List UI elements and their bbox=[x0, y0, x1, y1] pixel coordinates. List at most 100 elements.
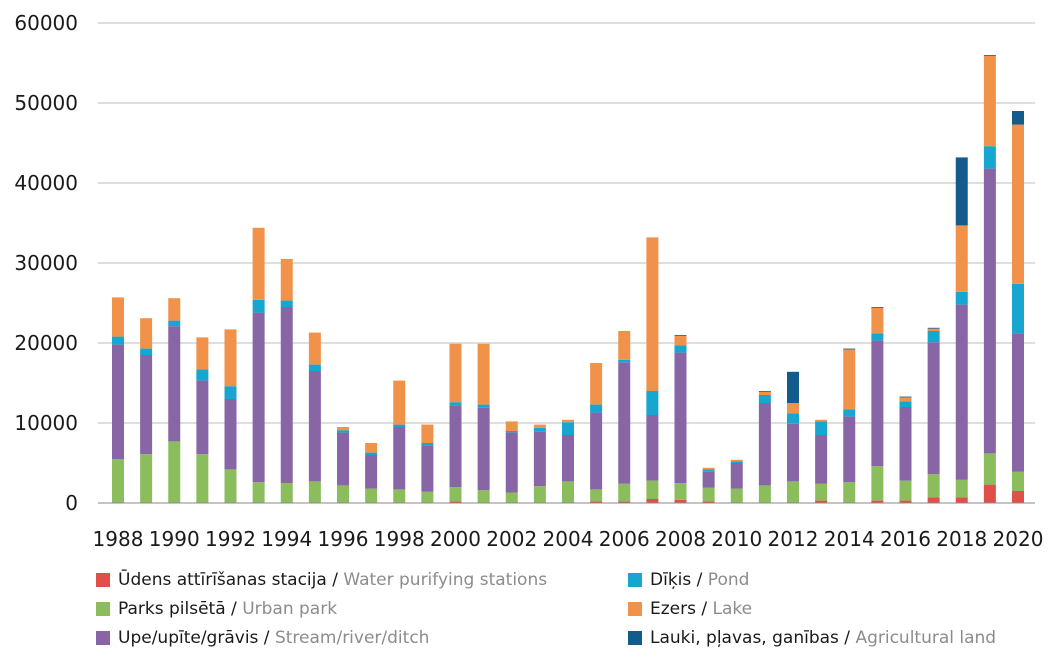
bars bbox=[112, 55, 1024, 503]
bar-segment bbox=[590, 501, 603, 503]
bar-segment bbox=[337, 430, 349, 433]
x-tick-label: 1988 bbox=[93, 527, 144, 551]
bar-segment bbox=[758, 485, 771, 503]
bar-segment bbox=[927, 327, 940, 329]
bar-segment bbox=[421, 445, 434, 492]
bar-segment bbox=[674, 335, 687, 346]
bar-segment bbox=[702, 467, 715, 470]
bar-segment bbox=[449, 343, 462, 403]
legend-swatch bbox=[96, 573, 110, 587]
bar-segment bbox=[702, 469, 715, 472]
bar-segment bbox=[533, 424, 546, 428]
bar-segment bbox=[449, 402, 462, 406]
bar-segment bbox=[140, 348, 153, 355]
bar-segment bbox=[365, 443, 378, 453]
bar-segment bbox=[646, 391, 659, 415]
bar-segment bbox=[843, 482, 856, 503]
legend-label-lv: Parks pilsētā bbox=[118, 599, 226, 619]
y-tick-label: 0 bbox=[65, 491, 78, 515]
bar-segment bbox=[252, 227, 265, 300]
bar-segment bbox=[787, 413, 799, 424]
y-tick-label: 20000 bbox=[14, 331, 78, 355]
bar-segment bbox=[224, 329, 237, 387]
bar-segment bbox=[983, 55, 996, 56]
x-tick-label: 1998 bbox=[374, 527, 425, 551]
bar-segment bbox=[843, 416, 856, 483]
bar-segment bbox=[983, 484, 996, 503]
bar-segment bbox=[674, 499, 687, 503]
x-tick-label: 2016 bbox=[880, 527, 931, 551]
bar-segment bbox=[815, 483, 828, 501]
bar-segment bbox=[112, 459, 124, 503]
bar-segment bbox=[983, 55, 996, 147]
bar-segment bbox=[252, 312, 265, 483]
bar-segment bbox=[393, 380, 406, 425]
bar-segment bbox=[871, 500, 884, 503]
bar-segment bbox=[590, 363, 603, 405]
bar-segment bbox=[618, 331, 631, 360]
bar-segment bbox=[674, 335, 687, 336]
bar-segment bbox=[927, 328, 940, 331]
bar-segment bbox=[562, 435, 574, 482]
bar-segment bbox=[899, 480, 912, 501]
bar-segment bbox=[758, 391, 771, 395]
bar-segment bbox=[112, 336, 124, 345]
bar-segment bbox=[252, 299, 265, 313]
bar-segment bbox=[815, 435, 828, 484]
bar-segment bbox=[365, 452, 378, 455]
legend-swatch bbox=[628, 573, 642, 587]
bar-segment bbox=[843, 409, 856, 417]
bar-segment bbox=[1012, 283, 1024, 334]
bar-segment bbox=[618, 362, 631, 484]
bar-segment bbox=[618, 501, 631, 503]
legend-item-stream-river-ditch: Upe/upīte/grāvis / Stream/river/ditch bbox=[96, 628, 429, 648]
y-tick-label: 60000 bbox=[14, 11, 78, 35]
bar-segment bbox=[899, 396, 912, 398]
x-tick-label: 2020 bbox=[993, 527, 1044, 551]
legend-label-en: Pond bbox=[707, 570, 750, 590]
bar-segment bbox=[674, 345, 687, 353]
bar-segment bbox=[1012, 124, 1024, 284]
bar-segment bbox=[477, 407, 490, 491]
bar-segment bbox=[787, 403, 799, 414]
bar-segment bbox=[955, 157, 968, 226]
bar-segment bbox=[1012, 491, 1024, 503]
bar-segment bbox=[337, 432, 349, 486]
bar-segment bbox=[899, 397, 912, 402]
bar-segment bbox=[730, 459, 743, 462]
bar-segment bbox=[787, 423, 799, 482]
gridlines bbox=[98, 22, 1035, 424]
y-tick-label: 40000 bbox=[14, 171, 78, 195]
bar-segment bbox=[787, 371, 799, 403]
bar-segment bbox=[365, 455, 378, 489]
bar-segment bbox=[505, 421, 518, 431]
bar-segment bbox=[196, 369, 209, 381]
bar-segment bbox=[505, 431, 518, 433]
bar-segment bbox=[730, 488, 743, 503]
bar-segment bbox=[308, 332, 321, 365]
bar-segment bbox=[449, 487, 462, 502]
bar-segment bbox=[1012, 471, 1024, 491]
legend-label-en: Lake bbox=[712, 599, 753, 619]
bar-segment bbox=[702, 487, 715, 502]
bar-segment bbox=[646, 237, 659, 391]
x-tick-label: 2002 bbox=[486, 527, 537, 551]
bar-segment bbox=[562, 481, 574, 503]
x-tick-label: 2000 bbox=[430, 527, 481, 551]
legend-item-water-purifying-stations: Ūdens attīrīšanas stacija / Water purify… bbox=[96, 570, 547, 590]
bar-segment bbox=[140, 355, 153, 455]
bar-segment bbox=[618, 483, 631, 502]
bar-segment bbox=[871, 307, 884, 308]
bar-segment bbox=[843, 349, 856, 410]
y-tick-label: 10000 bbox=[14, 411, 78, 435]
bar-segment bbox=[899, 500, 912, 503]
legend-label-en: Agricultural land bbox=[855, 628, 997, 648]
bar-segment bbox=[449, 405, 462, 487]
bar-segment bbox=[758, 395, 771, 403]
bar-segment bbox=[646, 480, 659, 499]
x-tick-label: 2008 bbox=[655, 527, 706, 551]
bar-segment bbox=[815, 500, 828, 503]
bar-segment bbox=[337, 427, 349, 431]
x-tick-label: 1990 bbox=[149, 527, 200, 551]
